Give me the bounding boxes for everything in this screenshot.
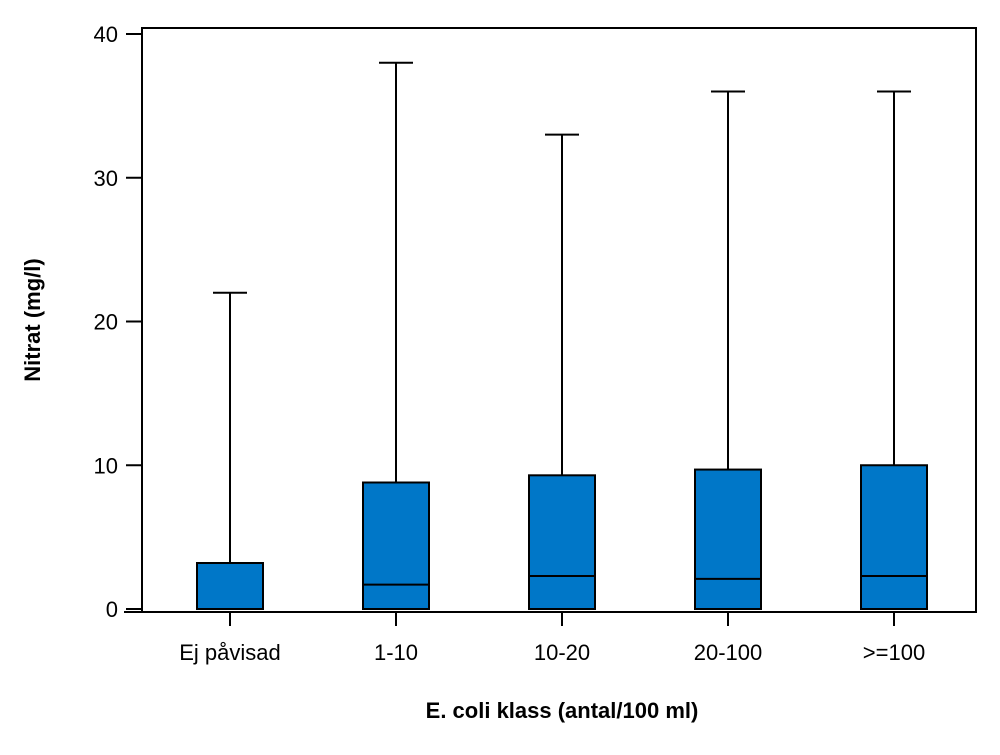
box-rect bbox=[860, 464, 928, 610]
y-tick-label: 0 bbox=[106, 597, 118, 622]
x-tick-label: 10-20 bbox=[534, 640, 590, 665]
box-plot-item bbox=[694, 90, 762, 610]
box-rect bbox=[196, 562, 264, 610]
y-tick-label: 20 bbox=[94, 310, 118, 335]
y-tick-label: 10 bbox=[94, 453, 118, 478]
y-axis-title: Nitrat (mg/l) bbox=[20, 258, 45, 381]
y-axis: 0 10 20 30 40 bbox=[94, 22, 143, 622]
x-tick-label: >=100 bbox=[863, 640, 925, 665]
x-axis: Ej påvisad 1-10 10-20 20-100 >=100 bbox=[124, 611, 976, 665]
box-plot-item bbox=[362, 61, 430, 610]
box-rect bbox=[362, 481, 430, 610]
box-rect bbox=[694, 468, 762, 610]
box-rect bbox=[528, 474, 596, 610]
x-tick-label: Ej påvisad bbox=[179, 640, 281, 665]
y-tick-label: 30 bbox=[94, 166, 118, 191]
box-series bbox=[196, 61, 928, 610]
box-plot-item bbox=[528, 133, 596, 610]
x-axis-title: E. coli klass (antal/100 ml) bbox=[426, 698, 699, 723]
box-plot-item bbox=[860, 90, 928, 610]
x-tick-label: 1-10 bbox=[374, 640, 418, 665]
box-plot-item bbox=[196, 291, 264, 610]
y-tick-label: 40 bbox=[94, 22, 118, 47]
x-tick-label: 20-100 bbox=[694, 640, 763, 665]
